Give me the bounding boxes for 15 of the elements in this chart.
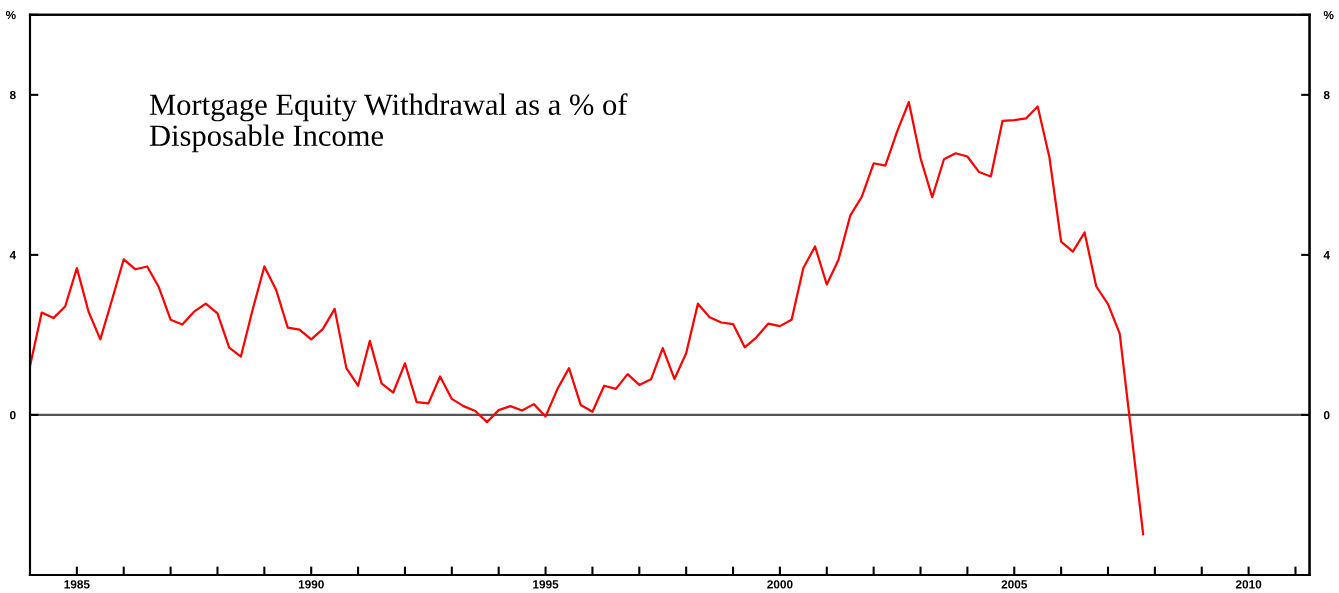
text: Mortgage Equity Withdrawal as a % of Disposable Income bbox=[149, 93, 628, 153]
y2-tick-label: 8 bbox=[1323, 90, 1330, 100]
y-tick-label: 8 bbox=[9, 90, 16, 100]
y-tick-label: 4 bbox=[9, 251, 17, 260]
y2-tick-label: % bbox=[1323, 10, 1334, 20]
x-tick-label: 1990 bbox=[298, 580, 324, 589]
y2-tick-label: 0 bbox=[1323, 410, 1330, 420]
x-tick-label: 1985 bbox=[64, 580, 90, 589]
y2-tick-label: 4 bbox=[1323, 251, 1330, 260]
x-tick-label: 2005 bbox=[1001, 580, 1028, 589]
x-tick-label: 2000 bbox=[767, 580, 793, 589]
x-tick-label: 2010 bbox=[1235, 580, 1262, 589]
y-tick-label: 0 bbox=[10, 410, 16, 420]
y-tick-label: % bbox=[5, 10, 16, 20]
x-tick-label: 1995 bbox=[533, 580, 559, 589]
